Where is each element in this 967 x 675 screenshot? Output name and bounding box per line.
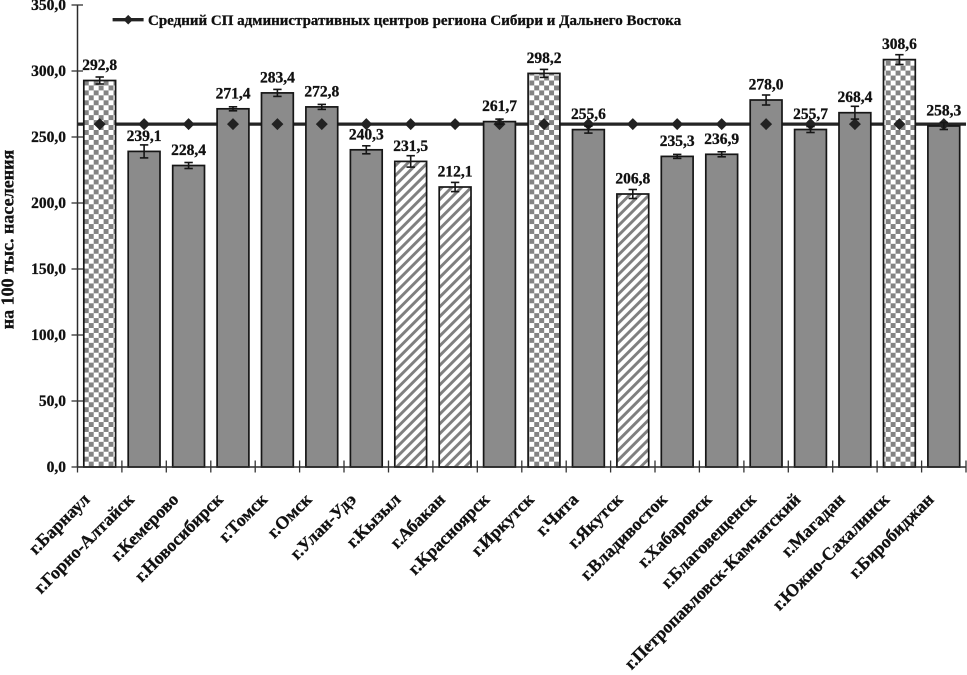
svg-text:206,8: 206,8 bbox=[615, 171, 650, 188]
svg-text:228,4: 228,4 bbox=[171, 142, 206, 159]
svg-text:278,0: 278,0 bbox=[749, 77, 784, 94]
svg-text:283,4: 283,4 bbox=[260, 69, 295, 86]
svg-text:100,0: 100,0 bbox=[31, 327, 66, 344]
svg-text:258,3: 258,3 bbox=[926, 103, 961, 120]
svg-text:240,3: 240,3 bbox=[349, 126, 384, 143]
svg-text:298,2: 298,2 bbox=[527, 50, 562, 67]
svg-text:200,0: 200,0 bbox=[31, 195, 66, 212]
svg-text:236,9: 236,9 bbox=[704, 131, 739, 148]
svg-text:255,7: 255,7 bbox=[793, 106, 828, 123]
svg-text:272,8: 272,8 bbox=[304, 83, 339, 100]
svg-text:231,5: 231,5 bbox=[393, 138, 428, 155]
svg-text:на 100 тыс. населения: на 100 тыс. населения bbox=[0, 150, 18, 330]
svg-text:271,4: 271,4 bbox=[216, 85, 251, 102]
svg-text:300,0: 300,0 bbox=[31, 63, 66, 80]
svg-text:250,0: 250,0 bbox=[31, 129, 66, 146]
svg-text:292,8: 292,8 bbox=[82, 57, 117, 74]
svg-text:0,0: 0,0 bbox=[47, 459, 67, 476]
svg-text:308,6: 308,6 bbox=[882, 36, 917, 53]
svg-text:268,4: 268,4 bbox=[837, 89, 872, 106]
svg-text:261,7: 261,7 bbox=[482, 98, 517, 115]
svg-text:255,6: 255,6 bbox=[571, 106, 606, 123]
svg-text:239,1: 239,1 bbox=[127, 128, 162, 145]
svg-text:50,0: 50,0 bbox=[39, 393, 66, 410]
svg-text:350,0: 350,0 bbox=[31, 0, 66, 14]
svg-text:212,1: 212,1 bbox=[438, 164, 473, 181]
svg-text:150,0: 150,0 bbox=[31, 261, 66, 278]
svg-text:235,3: 235,3 bbox=[660, 133, 695, 150]
svg-text:Средний СП административных це: Средний СП административных центров реги… bbox=[148, 13, 682, 29]
